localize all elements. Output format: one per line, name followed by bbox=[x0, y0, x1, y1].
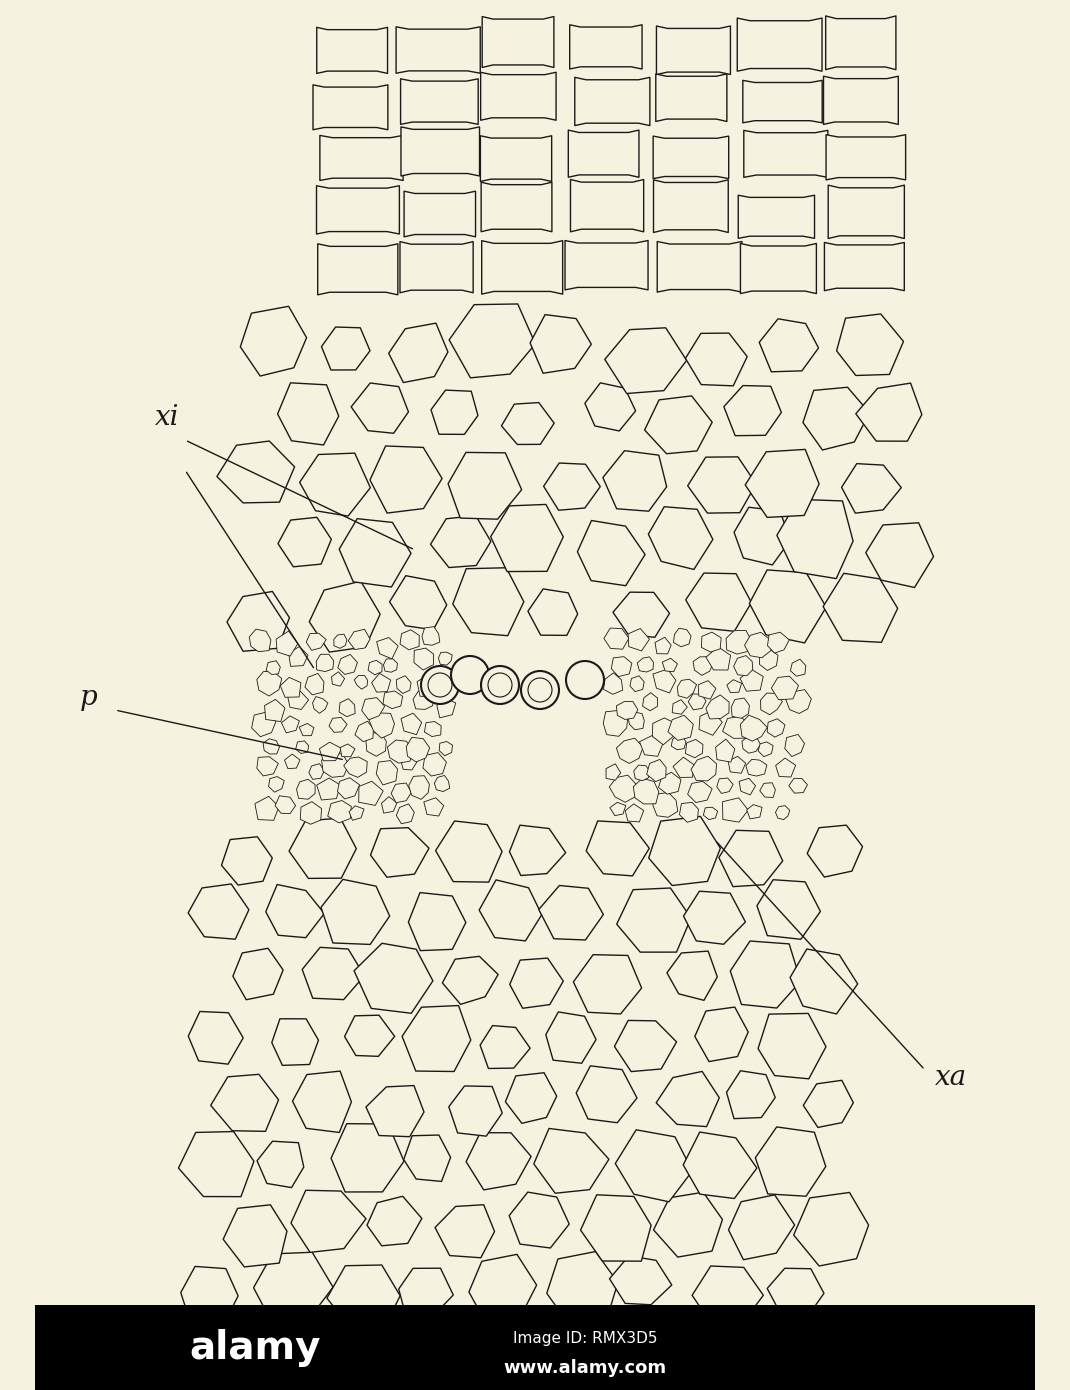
Text: alamy: alamy bbox=[189, 1329, 321, 1366]
Text: p: p bbox=[80, 684, 97, 712]
Text: xa: xa bbox=[935, 1063, 967, 1091]
Circle shape bbox=[566, 662, 603, 699]
Text: Image ID: RMX3D5: Image ID: RMX3D5 bbox=[513, 1330, 657, 1346]
Circle shape bbox=[450, 656, 489, 694]
Bar bbox=[35, 1305, 1070, 1390]
Circle shape bbox=[521, 671, 559, 709]
Circle shape bbox=[482, 666, 519, 703]
Circle shape bbox=[421, 666, 459, 703]
Text: www.alamy.com: www.alamy.com bbox=[504, 1359, 667, 1377]
Text: xi: xi bbox=[155, 404, 180, 431]
